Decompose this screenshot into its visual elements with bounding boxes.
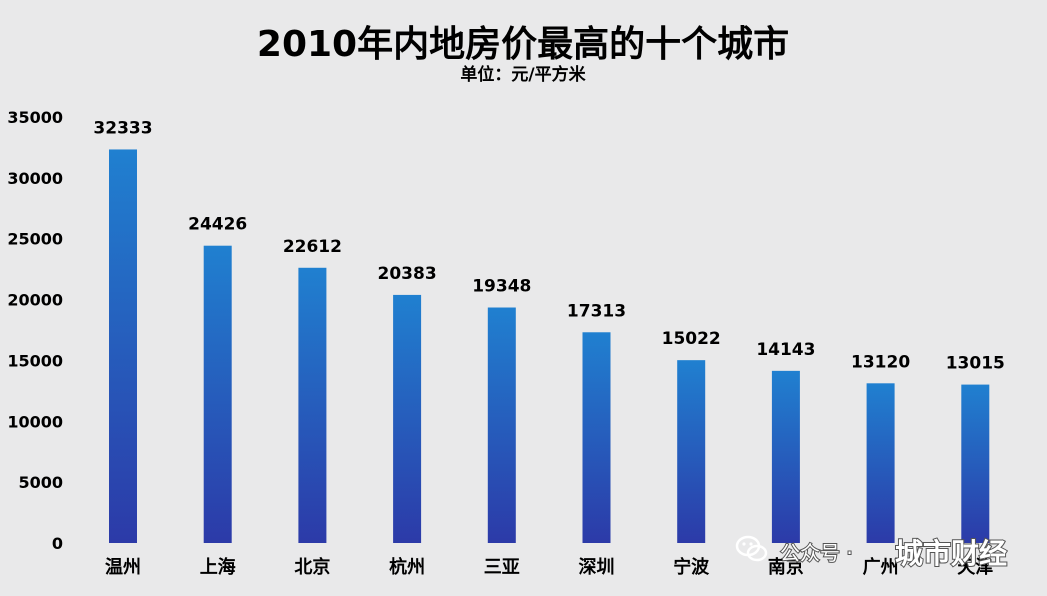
y-tick-label: 5000 (18, 473, 63, 492)
x-tick-label: 深圳 (579, 556, 615, 578)
data-label: 24426 (188, 215, 247, 235)
chart-title: 2010年内地房价最高的十个城市 (257, 24, 789, 65)
y-tick-label: 0 (52, 534, 63, 553)
data-label: 17313 (567, 301, 626, 321)
watermark: 公众号 · 城市财经 (735, 535, 1008, 571)
x-tick-label: 南京 (768, 556, 804, 578)
x-tick-label: 杭州 (389, 556, 425, 578)
x-tick-label: 宁波 (673, 556, 710, 578)
data-label: 15022 (662, 329, 721, 349)
data-label: 19348 (472, 277, 531, 297)
chart-subtitle: 单位：元/平方米 (460, 64, 586, 85)
bar (677, 360, 706, 543)
y-tick-label: 25000 (7, 230, 63, 249)
bar (109, 149, 137, 544)
y-axis: 0 5000 10000 15000 20000 25000 30000 35000 (7, 108, 63, 553)
data-label: 13120 (851, 352, 910, 372)
x-tick-label: 上海 (200, 556, 236, 578)
x-axis: 温州 上海 北京 杭州 三亚 深圳 宁波 南京 广州 天津 (105, 556, 993, 578)
bar (487, 307, 516, 543)
x-tick-label: 北京 (294, 556, 330, 578)
y-tick-label: 30000 (7, 169, 63, 188)
watermark-prefix: 公众号 · (780, 541, 853, 565)
data-label: 22612 (283, 237, 342, 257)
bar (582, 332, 611, 543)
data-label: 32333 (93, 118, 152, 138)
bar (961, 384, 990, 543)
data-label: 14143 (756, 340, 815, 360)
watermark-brand: 城市财经 (895, 537, 1007, 570)
y-tick-label: 35000 (7, 108, 63, 127)
x-tick-label: 广州 (863, 556, 899, 578)
y-tick-label: 15000 (7, 351, 63, 370)
x-tick-label: 温州 (105, 557, 141, 578)
bars (109, 149, 990, 544)
wechat-icon (735, 535, 768, 562)
bar (298, 267, 327, 543)
x-tick-label: 天津 (957, 556, 993, 578)
y-tick-label: 10000 (7, 412, 63, 431)
bar (866, 383, 895, 543)
y-tick-label: 20000 (7, 291, 63, 310)
bar (393, 294, 422, 543)
data-labels: 32333 24426 22612 20383 19348 17313 15022 14143… (93, 118, 1004, 373)
bar (771, 370, 800, 543)
bar (203, 245, 232, 543)
data-label: 13015 (946, 354, 1005, 374)
data-label: 20383 (378, 264, 437, 284)
x-tick-label: 三亚 (484, 557, 520, 578)
